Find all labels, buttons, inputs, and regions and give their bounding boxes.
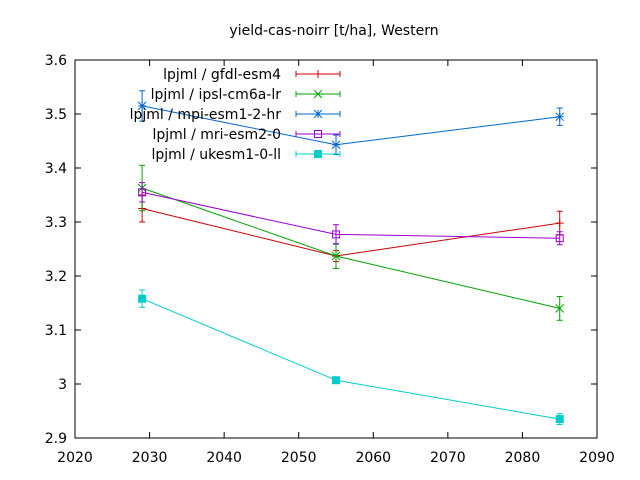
marker-shape xyxy=(332,230,340,239)
y-tick-label: 3.6 xyxy=(45,53,67,69)
marker-stroke xyxy=(331,140,341,150)
marker-shape xyxy=(555,234,564,243)
marker-shape xyxy=(138,294,147,303)
y-tick-label: 3.5 xyxy=(45,107,67,123)
data-point xyxy=(332,230,340,239)
x-tick-label: 2040 xyxy=(206,450,242,466)
x-tick-label: 2080 xyxy=(505,450,541,466)
marker-shape xyxy=(314,130,322,138)
marker-stroke xyxy=(313,109,323,119)
marker-stroke xyxy=(137,101,147,111)
series-3 xyxy=(137,90,565,155)
marker-shape xyxy=(138,188,147,197)
data-point xyxy=(555,415,564,424)
x-tick-label: 2060 xyxy=(355,450,391,466)
marker-stroke xyxy=(555,304,565,313)
y-tick-label: 3.3 xyxy=(45,215,67,231)
axes: 2020 2030 2040 2050 2060 2070 2080 2090 2.9 3 3.1 3… xyxy=(45,53,615,466)
data-point xyxy=(331,251,341,261)
series-line xyxy=(141,298,560,420)
y-tick-label: 2.9 xyxy=(45,431,67,447)
data-point xyxy=(137,101,147,111)
data-point xyxy=(138,188,147,197)
marker-shape xyxy=(555,415,564,424)
legend-label: lpjml / mpi-esm1-2-hr xyxy=(130,107,282,123)
data-point xyxy=(331,140,341,150)
legend-label: lpjml / ukesm1-0-ll xyxy=(151,147,281,163)
y-tick-label: 3.4 xyxy=(45,161,67,177)
series-4 xyxy=(138,182,564,246)
data-point xyxy=(555,234,564,243)
series-line xyxy=(141,208,560,257)
legend: lpjml / gfdl-esm4 lpjml / ipsl-cm6a-lr lpj… xyxy=(130,67,341,163)
legend-marker xyxy=(313,109,323,119)
data-point xyxy=(555,112,565,122)
legend-label: lpjml / mri-esm2-0 xyxy=(152,127,281,143)
series-layer xyxy=(137,90,565,425)
data-point xyxy=(332,376,340,385)
data-point xyxy=(138,294,147,303)
legend-label: lpjml / gfdl-esm4 xyxy=(163,67,281,83)
series-line xyxy=(141,191,560,239)
marker-stroke xyxy=(313,89,323,99)
x-tick-label: 2030 xyxy=(132,450,168,466)
y-tick-label: 3 xyxy=(58,377,67,393)
data-point xyxy=(555,219,564,228)
error-bar xyxy=(139,182,146,203)
x-tick-label: 2090 xyxy=(579,450,615,466)
legend-marker xyxy=(314,130,322,138)
legend-entry-1: lpjml / gfdl-esm4 xyxy=(163,67,341,83)
series-5 xyxy=(138,289,564,425)
marker-shape xyxy=(314,150,322,158)
marker-shape xyxy=(332,376,340,385)
x-tick-label: 2050 xyxy=(281,450,317,466)
legend-entry-3: lpjml / mpi-esm1-2-hr xyxy=(130,107,341,123)
x-tick-label: 2020 xyxy=(57,450,93,466)
legend-entry-2: lpjml / ipsl-cm6a-lr xyxy=(151,87,341,103)
legend-marker xyxy=(314,70,322,78)
marker-stroke xyxy=(555,112,565,122)
legend-label: lpjml / ipsl-cm6a-lr xyxy=(151,87,282,103)
error-bar xyxy=(556,231,563,246)
legend-entry-4: lpjml / mri-esm2-0 xyxy=(152,127,341,143)
error-bar xyxy=(333,224,339,245)
series-2 xyxy=(137,164,565,321)
y-tick-label: 3.1 xyxy=(45,323,67,339)
chart-title: yield-cas-noirr [t/ha], Western xyxy=(229,23,438,39)
marker-stroke xyxy=(331,251,341,261)
plot-frame xyxy=(74,59,598,439)
legend-marker xyxy=(314,150,322,158)
y-tick-label: 3.2 xyxy=(45,269,67,285)
legend-marker xyxy=(313,89,323,99)
data-point xyxy=(555,304,565,313)
x-tick-label: 2070 xyxy=(430,450,466,466)
legend-entry-5: lpjml / ukesm1-0-ll xyxy=(151,147,341,163)
